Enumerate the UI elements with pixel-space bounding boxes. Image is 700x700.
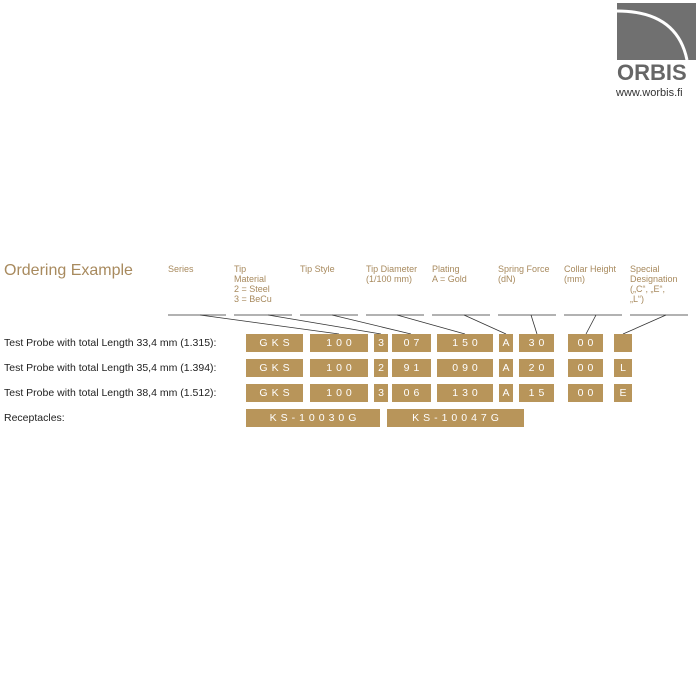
code-box: 91 bbox=[392, 359, 431, 377]
code-box: A bbox=[499, 334, 513, 352]
code-box: 07 bbox=[392, 334, 431, 352]
column-header: Plating A = Gold bbox=[432, 264, 467, 284]
connector-line bbox=[530, 314, 538, 335]
column-header: Series bbox=[168, 264, 194, 274]
code-box: 30 bbox=[519, 334, 554, 352]
orbis-logo bbox=[617, 3, 696, 60]
code-box: A bbox=[499, 384, 513, 402]
row-label: Test Probe with total Length 35,4 mm (1.… bbox=[4, 362, 217, 374]
logo-url: www.worbis.fi bbox=[616, 87, 683, 99]
code-box: 00 bbox=[568, 334, 603, 352]
code-box: 20 bbox=[519, 359, 554, 377]
page-title: Ordering Example bbox=[4, 262, 133, 279]
column-header: Tip Diameter (1/100 mm) bbox=[366, 264, 418, 284]
code-box: A bbox=[499, 359, 513, 377]
column-header: Tip Material 2 = Steel 3 = BeCu bbox=[234, 264, 272, 304]
code-box: 130 bbox=[437, 384, 493, 402]
connector-line bbox=[199, 314, 340, 335]
code-box: 3 bbox=[374, 384, 388, 402]
connector-line bbox=[267, 314, 382, 335]
receptacles-label: Receptacles: bbox=[4, 412, 65, 424]
connector-line bbox=[622, 314, 667, 335]
code-box: 3 bbox=[374, 334, 388, 352]
code-box: GKS bbox=[246, 384, 303, 402]
code-box: 00 bbox=[568, 359, 603, 377]
connector-line bbox=[463, 314, 507, 335]
row-label: Test Probe with total Length 33,4 mm (1.… bbox=[4, 337, 217, 349]
column-header: Spring Force (dN) bbox=[498, 264, 550, 284]
code-box: 06 bbox=[392, 384, 431, 402]
code-box: 100 bbox=[310, 334, 368, 352]
code-box: 100 bbox=[310, 359, 368, 377]
logo-arc-icon bbox=[617, 9, 689, 60]
connector-line bbox=[396, 314, 466, 335]
receptacle-box: KS-10030G bbox=[246, 409, 380, 427]
code-box: 090 bbox=[437, 359, 493, 377]
column-header: Tip Style bbox=[300, 264, 335, 274]
code-box: 2 bbox=[374, 359, 388, 377]
code-box bbox=[614, 334, 632, 352]
code-box: GKS bbox=[246, 334, 303, 352]
logo-text: ORBIS bbox=[617, 60, 687, 85]
column-header: Special Designation („C“, „E“, „L“) bbox=[630, 264, 678, 304]
code-box: E bbox=[614, 384, 632, 402]
code-box: 00 bbox=[568, 384, 603, 402]
receptacle-box: KS-10047G bbox=[387, 409, 524, 427]
code-box: L bbox=[614, 359, 632, 377]
code-box: 150 bbox=[437, 334, 493, 352]
column-header: Collar Height (mm) bbox=[564, 264, 617, 284]
connector-line bbox=[331, 314, 412, 335]
code-box: GKS bbox=[246, 359, 303, 377]
row-label: Test Probe with total Length 38,4 mm (1.… bbox=[4, 387, 217, 399]
connector-line bbox=[585, 314, 597, 335]
code-box: 15 bbox=[519, 384, 554, 402]
code-box: 100 bbox=[310, 384, 368, 402]
